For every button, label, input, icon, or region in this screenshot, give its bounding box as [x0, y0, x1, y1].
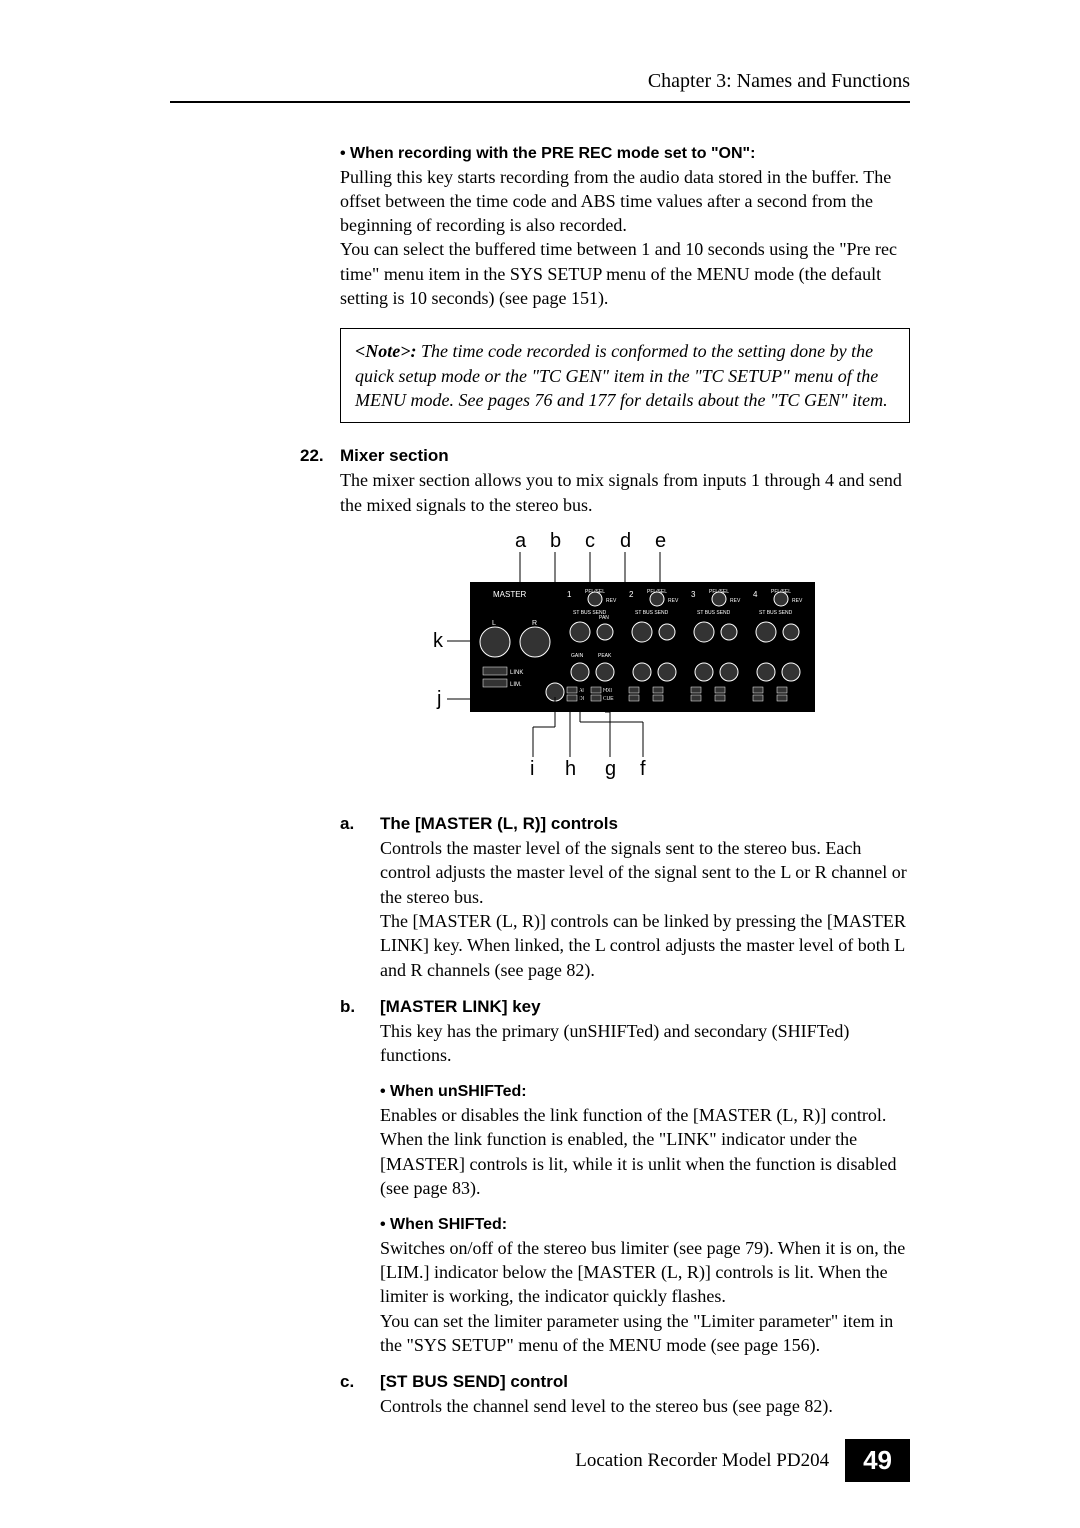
svg-text:2: 2 [629, 590, 634, 599]
master-label: MASTER [493, 590, 527, 599]
label-f: f [640, 758, 646, 780]
footer-text: Location Recorder Model PD204 [575, 1450, 829, 1472]
lim-indicator [483, 679, 507, 687]
svg-text:ST BUS SEND: ST BUS SEND [635, 610, 669, 616]
sub-c-title: [ST BUS SEND] control [380, 1371, 910, 1394]
label-i: i [530, 758, 534, 780]
sub-b-intro: This key has the primary (unSHIFTed) and… [380, 1019, 910, 1068]
svg-text:ST BUS SEND: ST BUS SEND [759, 610, 793, 616]
label-j: j [436, 688, 441, 710]
sub-c-text: Controls the channel send level to the s… [380, 1394, 910, 1418]
section-22: 22. Mixer section The mixer section allo… [300, 445, 910, 799]
svg-text:LIM.: LIM. [510, 682, 522, 688]
sub-a: a. The [MASTER (L, R)] controls Controls… [340, 813, 910, 982]
label-e: e [655, 530, 666, 552]
sub-a-p1: Controls the master level of the signals… [380, 836, 910, 909]
label-a: a [515, 530, 527, 552]
svg-text:REV: REV [668, 598, 679, 604]
sub-c-letter: c. [340, 1371, 380, 1418]
svg-text:4: 4 [753, 590, 758, 599]
sub-b-b1-text: Enables or disables the link function of… [380, 1103, 910, 1200]
sub-b-b2-title: • When SHIFTed: [380, 1214, 910, 1236]
prerec-p2: You can select the buffered time between… [340, 237, 910, 310]
svg-text:L: L [492, 620, 496, 627]
svg-text:ST BUS SEND: ST BUS SEND [697, 610, 731, 616]
page-number: 49 [845, 1439, 910, 1482]
header-rule [170, 101, 910, 103]
label-b: b [550, 530, 561, 552]
footer: Location Recorder Model PD204 49 [575, 1439, 910, 1482]
svg-text:3: 3 [691, 590, 696, 599]
svg-text:REV: REV [792, 598, 803, 604]
mixer-svg: a b c d e [415, 527, 835, 787]
sub-b-letter: b. [340, 996, 380, 1357]
sub-a-letter: a. [340, 813, 380, 982]
sub-b-b2-text1: Switches on/off of the stereo bus limite… [380, 1236, 910, 1309]
label-g: g [605, 758, 616, 780]
chapter-header: Chapter 3: Names and Functions [170, 70, 910, 93]
sub-b-b2-text2: You can set the limiter parameter using … [380, 1309, 910, 1358]
svg-text:R: R [532, 620, 537, 627]
mixer-diagram: a b c d e [340, 527, 910, 793]
link-indicator [483, 667, 507, 675]
label-c: c [585, 530, 595, 552]
sub-c: c. [ST BUS SEND] control Controls the ch… [340, 1371, 910, 1418]
svg-text:LINK: LINK [510, 670, 523, 676]
section-num: 22. [300, 445, 340, 799]
sub-b: b. [MASTER LINK] key This key has the pr… [340, 996, 910, 1357]
page: Chapter 3: Names and Functions • When re… [0, 0, 1080, 1528]
sub-b-b1-title: • When unSHIFTed: [380, 1081, 910, 1103]
sub-a-title: The [MASTER (L, R)] controls [380, 813, 910, 836]
master-l-knob [480, 627, 510, 657]
section-text: The mixer section allows you to mix sign… [340, 468, 910, 517]
master-r-knob [520, 627, 550, 657]
sub-b-title: [MASTER LINK] key [380, 996, 910, 1019]
note-box: <Note>: The time code recorded is confor… [340, 328, 910, 423]
note-label: <Note>: [355, 341, 417, 361]
label-k: k [433, 630, 444, 652]
svg-text:PEAK: PEAK [598, 653, 612, 659]
svg-text:REV: REV [730, 598, 741, 604]
svg-text:1: 1 [567, 590, 572, 599]
prerec-p1: Pulling this key starts recording from t… [340, 165, 910, 238]
note-text: The time code recorded is conformed to t… [355, 341, 888, 410]
svg-text:GAIN: GAIN [571, 653, 584, 659]
top-block: • When recording with the PRE REC mode s… [340, 143, 910, 423]
svg-text:REV: REV [606, 598, 617, 604]
label-d: d [620, 530, 631, 552]
svg-text:MXI: MXI [603, 688, 612, 694]
section-title: Mixer section [340, 445, 910, 468]
section-body: Mixer section The mixer section allows y… [340, 445, 910, 799]
label-h: h [565, 758, 576, 780]
svg-text:PAN: PAN [599, 615, 609, 621]
prerec-bullet: • When recording with the PRE REC mode s… [340, 143, 910, 165]
sub-a-p2: The [MASTER (L, R)] controls can be link… [380, 909, 910, 982]
